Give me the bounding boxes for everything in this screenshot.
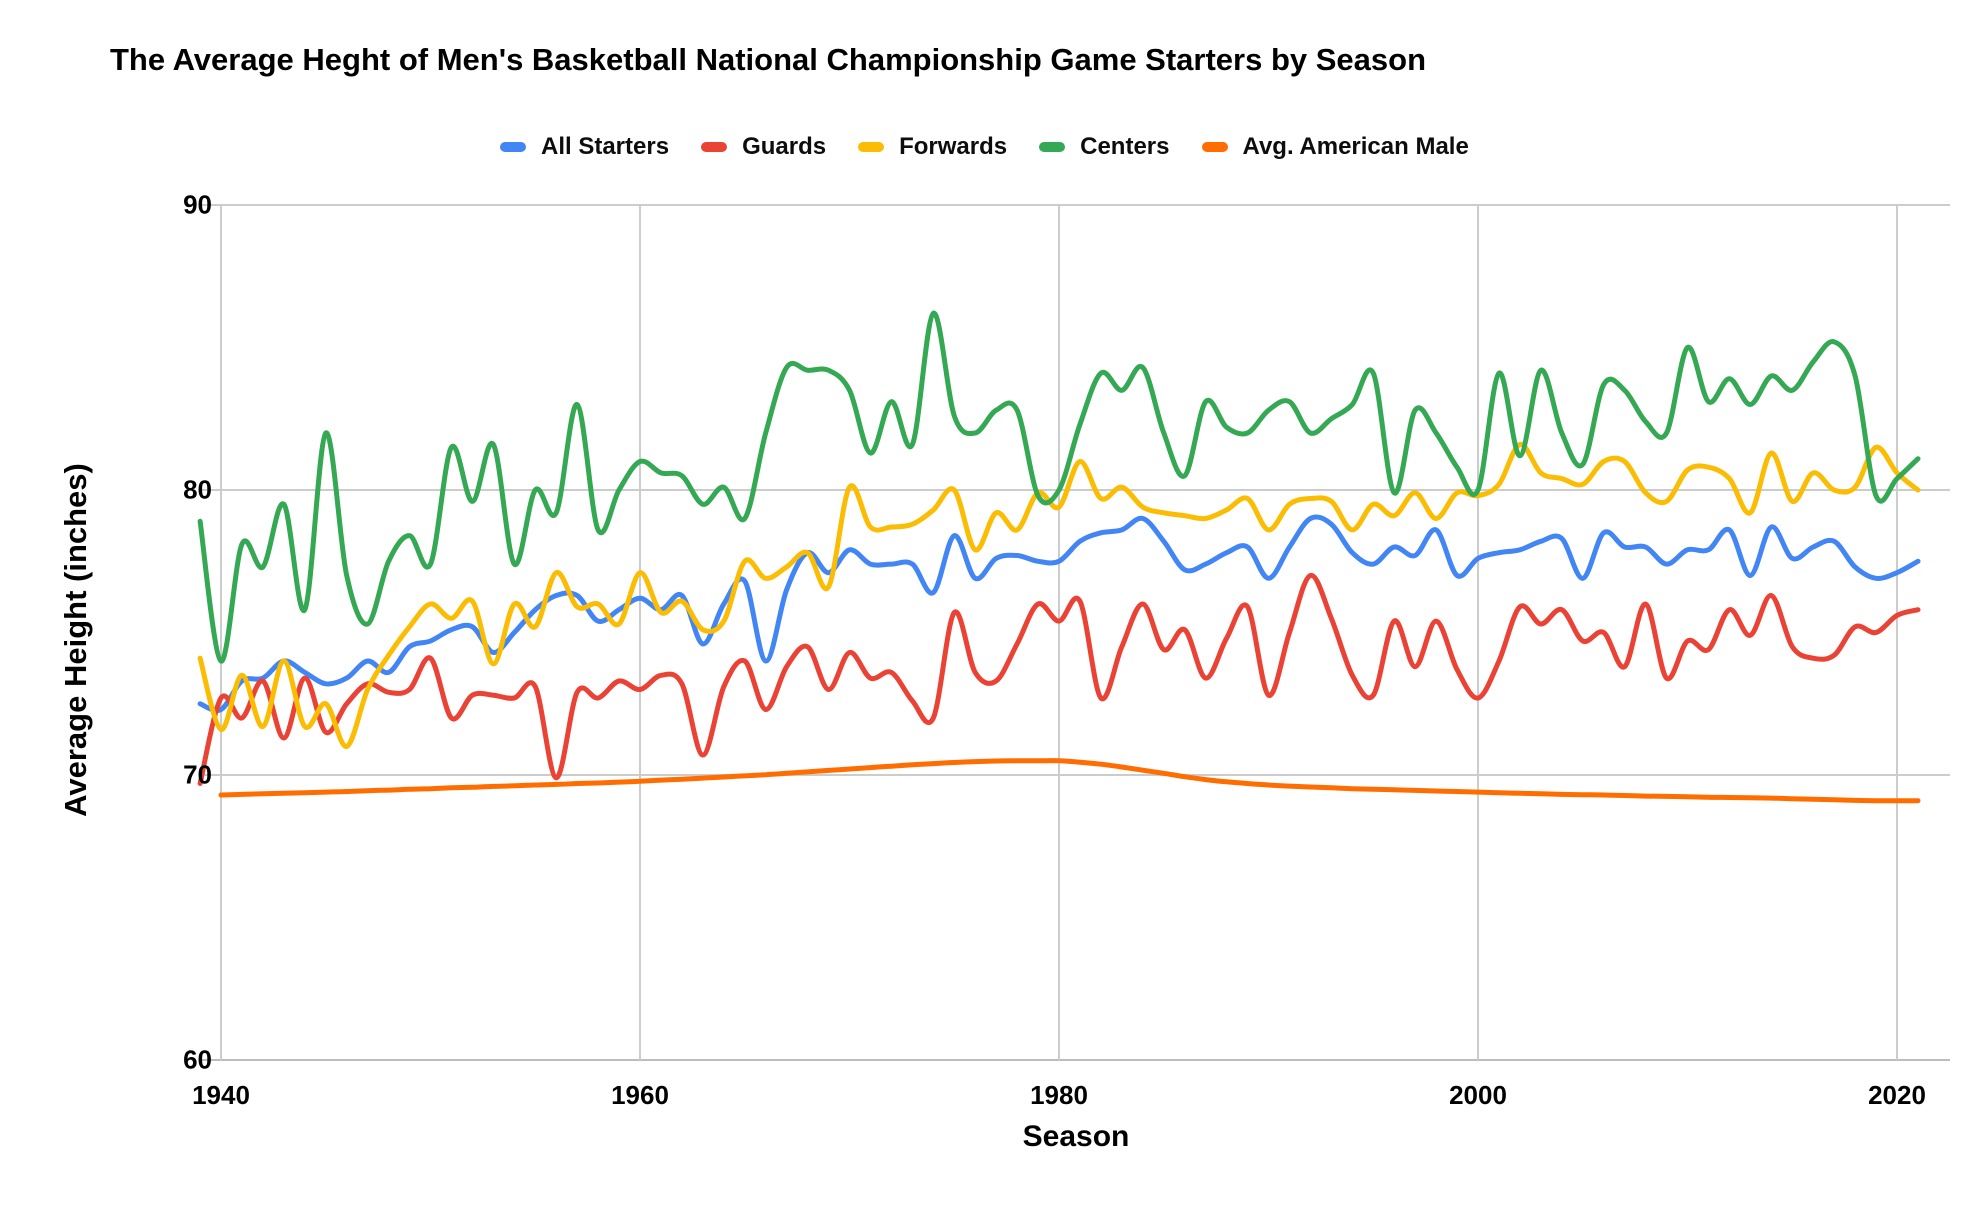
x-axis-title: Season bbox=[1022, 1120, 1130, 1153]
legend-label: Guards bbox=[742, 133, 827, 160]
y-tick-90: 90 bbox=[183, 189, 212, 220]
legend-swatch-forwards bbox=[858, 142, 885, 152]
chart-title: The Average Heght of Men's Basketball Na… bbox=[110, 42, 1427, 77]
x-tick-1940: 1940 bbox=[192, 1080, 250, 1110]
legend-swatch-centers bbox=[1039, 142, 1066, 152]
x-tick-1960: 1960 bbox=[611, 1080, 669, 1110]
legend-swatch-all-starters bbox=[500, 142, 526, 152]
series-line-centers bbox=[197, 310, 1921, 664]
x-tick-1980: 1980 bbox=[1030, 1080, 1088, 1110]
legend-label: Forwards bbox=[899, 133, 1008, 160]
legend-label: Avg. American Male bbox=[1242, 133, 1469, 160]
series-line-guards bbox=[197, 573, 1921, 786]
legend-item-guards: Guards bbox=[701, 133, 826, 161]
series-line-forwards bbox=[197, 441, 1921, 750]
series-line-avg-american-male bbox=[218, 758, 1921, 804]
chart-legend: All Starters Guards Forwards Centers Avg… bbox=[500, 133, 1469, 161]
legend-label: All Starters bbox=[541, 133, 670, 160]
legend-item-forwards: Forwards bbox=[858, 133, 1007, 161]
y-tick-80: 80 bbox=[183, 474, 212, 505]
legend-item-avg-american-male: Avg. American Male bbox=[1201, 133, 1469, 161]
legend-label: Centers bbox=[1080, 133, 1170, 160]
y-tick-60: 60 bbox=[183, 1044, 212, 1075]
legend-swatch-avg-american-male bbox=[1201, 142, 1228, 152]
x-tick-2000: 2000 bbox=[1449, 1080, 1507, 1110]
legend-item-all-starters: All Starters bbox=[500, 133, 669, 161]
x-tick-2020: 2020 bbox=[1868, 1080, 1926, 1110]
series-line-all-starters bbox=[197, 514, 1921, 713]
y-tick-70: 70 bbox=[183, 759, 212, 790]
legend-item-centers: Centers bbox=[1039, 133, 1170, 161]
legend-swatch-guards bbox=[701, 142, 728, 152]
